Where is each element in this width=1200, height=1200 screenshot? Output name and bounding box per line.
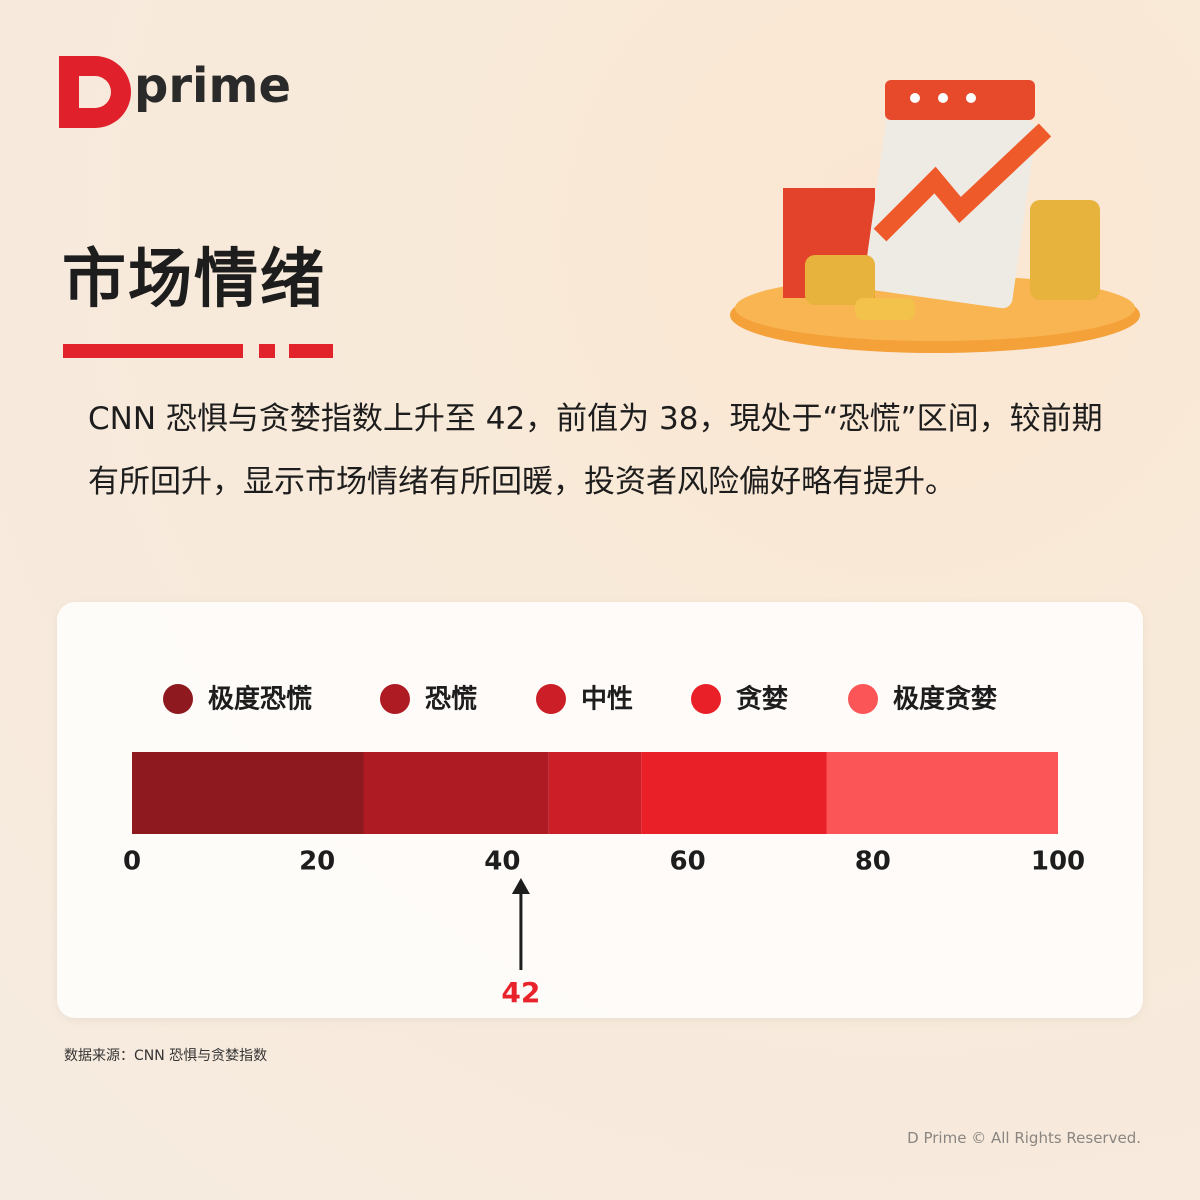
segment: [641, 752, 827, 834]
marker-arrowhead: [511, 878, 530, 894]
segment: [826, 752, 1058, 834]
legend-swatch: [380, 684, 410, 714]
logo-icon: [59, 56, 131, 128]
title: 市场情绪: [62, 243, 326, 317]
legend-swatch: [691, 684, 721, 714]
illustration: [730, 80, 1140, 353]
x-tick-label: 60: [670, 847, 706, 877]
source: 数据来源：CNN 恐惧与贪婪指数: [64, 1048, 268, 1064]
description: CNN 恐惧与贪婪指数上升至 42，前值为 38，現处于“恐慌”区间，较前期有所…: [88, 401, 1103, 500]
logo-text: prime: [134, 58, 292, 114]
x-tick-label: 20: [299, 847, 335, 877]
legend-label: 极度贪婪: [893, 684, 997, 715]
chart-card: 极度恐慌 恐慌 中性 贪婪 极度贪婪 0 20 40 60 80 100 42: [57, 602, 1143, 1018]
x-tick-label: 0: [123, 847, 141, 877]
legend-swatch: [848, 684, 878, 714]
segment: [548, 752, 642, 834]
copyright: D Prime © All Rights Reserved.: [907, 1129, 1141, 1147]
legend-swatch: [536, 684, 566, 714]
chart: 极度恐慌 恐慌 中性 贪婪 极度贪婪 0 20 40 60 80 100 42: [123, 684, 1085, 1010]
x-tick-label: 100: [1031, 847, 1085, 877]
marker-label: 42: [501, 976, 540, 1009]
x-tick-label: 80: [855, 847, 891, 877]
legend-label: 恐慌: [425, 685, 477, 715]
segment: [363, 752, 549, 834]
legend-label: 中性: [581, 685, 633, 715]
segment: [132, 752, 364, 834]
legend-label: 极度恐慌: [208, 684, 312, 715]
title-underline: [63, 344, 333, 358]
legend-swatch: [163, 684, 193, 714]
legend-label: 贪婪: [736, 684, 788, 715]
x-tick-label: 40: [484, 847, 520, 877]
